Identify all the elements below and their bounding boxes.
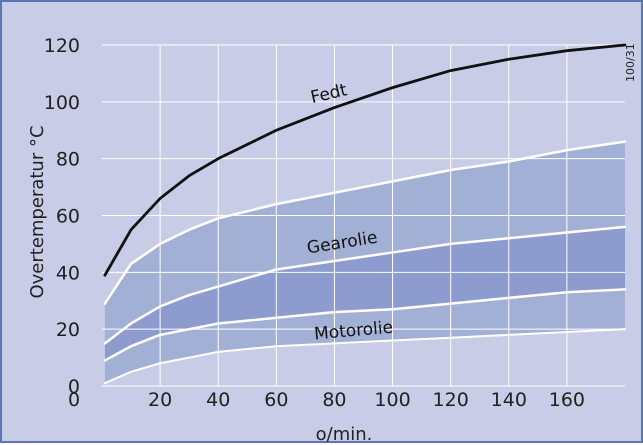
y-axis-title: Overtemperatur °C [27,125,48,298]
y-tick-label-100: 100 [44,92,80,114]
x-tick-label-0: 0 [68,389,80,411]
gearolie-upper-band [104,141,625,344]
x-tick-label-160: 160 [549,389,585,411]
x-axis-title: o/min. [316,424,373,445]
motorolie-band [104,289,625,384]
lines-layer [103,43,627,385]
bands-layer [104,141,625,384]
y-tick-label-60: 60 [56,206,80,228]
fedt-line [103,43,627,277]
y-tick-label-80: 80 [56,149,80,171]
y-tick-label-40: 40 [56,262,80,284]
gearolie-upper-line [103,140,627,305]
x-tick-label-120: 120 [433,389,469,411]
y-tick-label-20: 20 [56,319,80,341]
x-tick-label-80: 80 [322,389,346,411]
x-tick-label-20: 20 [148,389,172,411]
y-tick-label-120: 120 [44,35,80,57]
motorolie-lower-line [103,328,626,385]
gearolie-lower-band [104,226,625,361]
reference-code: 100/31 [624,43,637,82]
gearolie-mid-line [103,225,627,345]
x-tick-label-140: 140 [491,389,527,411]
y-tick-label-0: 0 [68,376,80,398]
motorolie-upper-line [103,288,627,362]
x-tick-label-60: 60 [264,389,288,411]
x-tick-label-100: 100 [374,389,410,411]
x-tick-label-40: 40 [206,389,230,411]
